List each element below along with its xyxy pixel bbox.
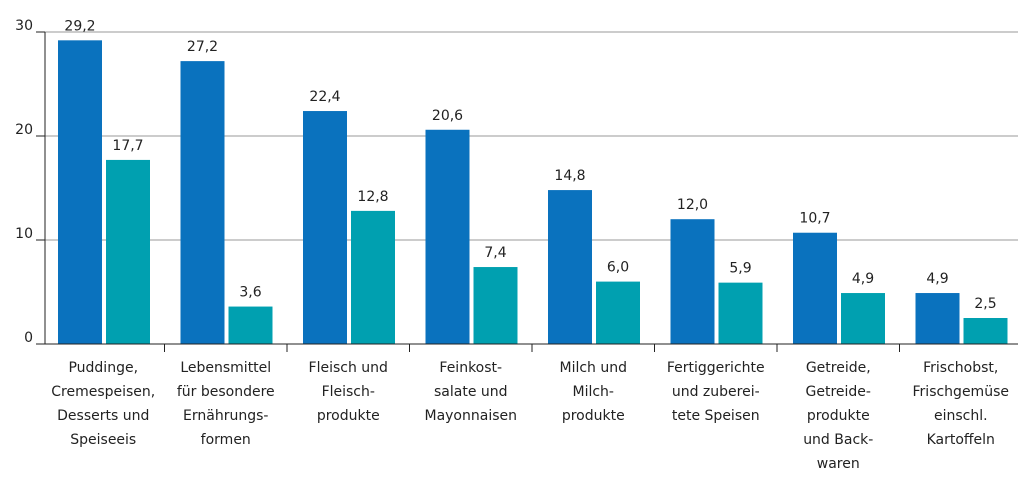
bar	[180, 61, 225, 345]
value-label: 20,6	[432, 108, 463, 124]
value-label: 17,7	[112, 138, 143, 154]
x-tick-line: Getreide,	[806, 360, 871, 376]
x-tick-line: Frischgemüse	[913, 384, 1009, 400]
x-tick-line: und zuberei-	[672, 384, 760, 400]
x-tick-line: Feinkost-	[439, 360, 502, 376]
y-tick-label: 0	[24, 330, 33, 346]
x-tick-line: Milch-	[573, 384, 614, 400]
value-label: 3,6	[239, 285, 261, 301]
x-tick-line: tete Speisen	[672, 408, 760, 424]
bar	[58, 40, 102, 344]
value-label: 10,7	[799, 211, 830, 227]
bar	[425, 129, 470, 344]
x-tick-line: für besondere	[177, 384, 275, 400]
x-tick-line: Fleisch und	[309, 360, 388, 376]
x-tick-line: formen	[201, 432, 251, 448]
value-label: 27,2	[187, 39, 218, 55]
value-label: 7,4	[484, 245, 506, 261]
value-label: 14,8	[554, 168, 585, 184]
bar	[596, 281, 640, 344]
x-tick-label: Getreide, Getreide-produkte und Back-waren	[803, 360, 873, 472]
x-tick-line: Lebensmittel	[180, 360, 271, 376]
bar	[303, 111, 347, 344]
value-label: 29,2	[64, 18, 95, 34]
x-tick-line: Cremespeisen,	[51, 384, 155, 400]
value-label: 12,0	[677, 197, 708, 213]
x-tick-line: Fertiggerichte	[667, 360, 765, 376]
bar	[793, 232, 837, 344]
x-tick-label: Fertiggerichte und zuberei-tete Speisen	[667, 360, 765, 424]
x-tick-line: Mayonnaisen	[424, 408, 517, 424]
y-tick-label: 20	[15, 122, 33, 138]
bar	[228, 306, 273, 344]
bar	[670, 219, 715, 344]
x-tick-line: Ernährungs-	[183, 408, 268, 424]
x-tick-label: Fleisch und Fleisch-produkte	[309, 360, 388, 424]
x-tick-line: Puddinge,	[68, 360, 138, 376]
value-label: 2,5	[974, 296, 996, 312]
value-label: 5,9	[729, 261, 751, 277]
value-label: 22,4	[309, 89, 340, 105]
x-tick-line: produkte	[807, 408, 870, 424]
x-tick-line: salate und	[434, 384, 508, 400]
x-tick-label: Lebensmittel für besondere Ernährungs-form…	[177, 360, 275, 448]
value-label: 4,9	[852, 271, 874, 287]
x-tick-line: produkte	[317, 408, 380, 424]
x-tick-line: produkte	[562, 408, 625, 424]
y-tick-label: 30	[15, 18, 33, 34]
x-tick-line: und Back-	[803, 432, 873, 448]
bar	[718, 282, 763, 344]
x-tick-line: waren	[817, 456, 860, 472]
x-tick-line: Getreide-	[806, 384, 871, 400]
x-tick-label: Frischobst, Frischgemüse einschl. Kartoffel…	[913, 360, 1009, 448]
x-tick-line: einschl.	[934, 408, 988, 424]
value-label: 12,8	[357, 189, 388, 205]
bar	[473, 267, 518, 344]
bar	[106, 159, 150, 344]
bar	[841, 293, 885, 344]
x-tick-line: Milch und	[559, 360, 627, 376]
x-tick-line: Fleisch-	[322, 384, 375, 400]
x-tick-line: Speiseeis	[70, 432, 136, 448]
x-tick-line: Desserts und	[57, 408, 149, 424]
bar	[351, 210, 395, 344]
bar	[915, 293, 960, 344]
bar	[963, 318, 1008, 344]
y-tick-label: 10	[15, 226, 33, 242]
value-label: 4,9	[926, 271, 948, 287]
x-tick-label: Milch und Milch-produkte	[559, 360, 627, 424]
x-tick-label: Feinkost-salate und Mayonnaisen	[424, 360, 517, 424]
value-label: 6,0	[607, 260, 629, 276]
bar	[548, 190, 592, 344]
x-tick-line: Frischobst,	[923, 360, 998, 376]
x-tick-line: Kartoffeln	[927, 432, 995, 448]
x-tick-label: Puddinge, Cremespeisen, Desserts und Speise…	[51, 360, 155, 448]
